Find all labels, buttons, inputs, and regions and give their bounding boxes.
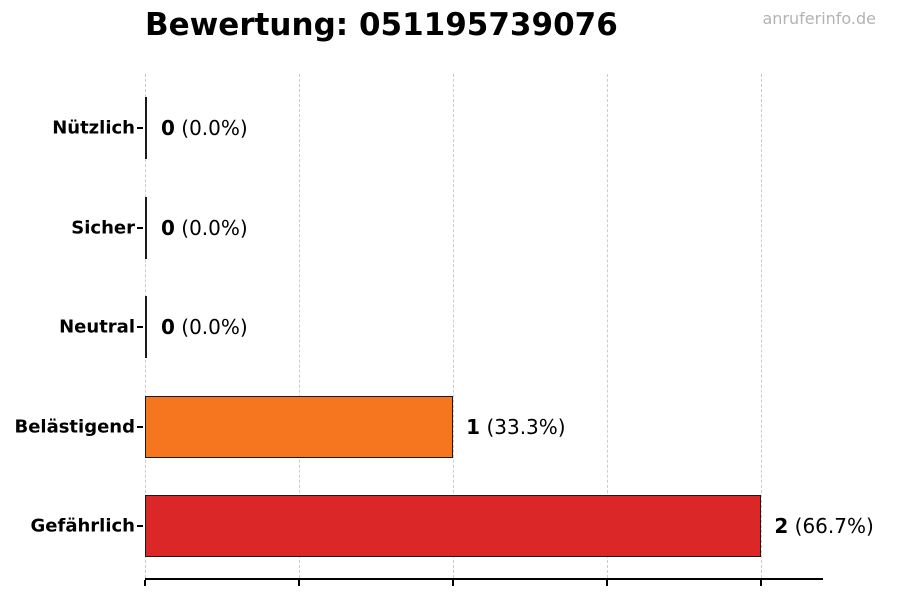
- value-label: 0 (0.0%): [161, 116, 248, 140]
- bar-nützlich: [145, 97, 147, 159]
- gridline: [453, 74, 455, 578]
- plot-area: [144, 74, 823, 586]
- bar-belästigend: [145, 395, 454, 458]
- y-axis-tick: [137, 226, 143, 229]
- value-label: 1 (33.3%): [466, 414, 566, 439]
- y-axis-tick: [137, 525, 143, 528]
- y-axis-tick: [137, 326, 143, 329]
- value-label: 0 (0.0%): [161, 215, 248, 240]
- bar-neutral: [145, 296, 147, 359]
- x-axis-tick: [144, 580, 146, 586]
- y-axis-tick: [137, 425, 143, 428]
- x-axis-tick: [452, 580, 455, 586]
- chart-title: Bewertung: 051195739076: [145, 7, 618, 43]
- x-axis-tick: [606, 580, 609, 586]
- category-label: Belästigend: [14, 416, 135, 438]
- category-label: Sicher: [71, 217, 135, 239]
- gridline: [299, 74, 301, 578]
- category-label: Neutral: [59, 316, 135, 338]
- category-label: Nützlich: [52, 117, 135, 139]
- bar-gefährlich: [145, 495, 762, 558]
- gridline: [761, 74, 763, 578]
- x-axis-tick: [298, 580, 301, 586]
- bar-sicher: [145, 196, 147, 259]
- category-label: Gefährlich: [30, 515, 135, 537]
- watermark: anruferinfo.de: [762, 9, 876, 28]
- value-label: 0 (0.0%): [161, 315, 248, 340]
- gridline: [607, 74, 609, 578]
- x-axis-tick: [760, 580, 763, 586]
- value-label: 2 (66.7%): [774, 514, 874, 539]
- y-axis-tick: [137, 127, 143, 129]
